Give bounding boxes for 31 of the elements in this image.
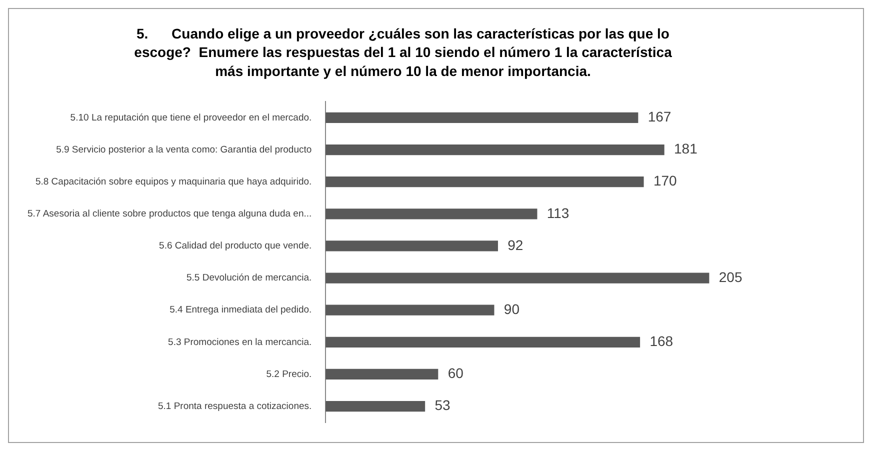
bar — [326, 304, 494, 316]
data-label: 60 — [448, 365, 464, 382]
bar — [326, 272, 710, 284]
bar — [326, 112, 638, 124]
bar — [326, 336, 640, 348]
data-label: 170 — [653, 172, 678, 189]
data-label: 53 — [434, 397, 451, 414]
y-tick-label: 5.7 Asesoria al cliente sobre productos que tenga alguna duda en... — [28, 208, 312, 220]
data-label: 205 — [718, 268, 742, 285]
y-tick-label: 5.8 Capacitación sobre equipos y maquinaria que haya adquirido. — [35, 176, 312, 188]
data-label: 113 — [546, 204, 570, 221]
y-tick-label: 5.6 Calidad del producto que vende. — [159, 240, 312, 252]
data-label: 168 — [650, 333, 674, 350]
y-tick-label: 5.9 Servicio posterior a la venta como: Garantia del producto — [56, 144, 312, 156]
y-tick-label: 5.2 Precio. — [266, 368, 312, 380]
data-label: 167 — [648, 108, 672, 125]
bar — [326, 176, 644, 188]
y-tick-label: 5.3 Promociones en la mercancia. — [168, 336, 312, 348]
y-tick-label: 5.4 Entrega inmediata del pedido. — [170, 304, 312, 316]
y-tick-label: 5.5 Devolución de mercancia. — [186, 272, 312, 284]
data-label: 181 — [674, 140, 698, 157]
bar — [326, 368, 438, 380]
data-label: 90 — [504, 300, 520, 317]
bar — [326, 144, 664, 156]
bar — [326, 400, 426, 412]
bar — [326, 208, 538, 220]
y-tick-label: 5.10 La reputación que tiene el proveedor en el mercado. — [70, 112, 312, 124]
data-label: 92 — [508, 236, 524, 253]
bar — [326, 240, 498, 252]
chart-title: 5. Cuando elige a un proveedor ¿cuáles son las características por las que lo escoge? Enumere las respuestas del 1 al 10 siendo el número 1 la característica más importante y el número 10 la de menor importancia. — [134, 25, 672, 80]
y-tick-label: 5.1 Pronta respuesta a cotizaciones. — [158, 400, 312, 412]
